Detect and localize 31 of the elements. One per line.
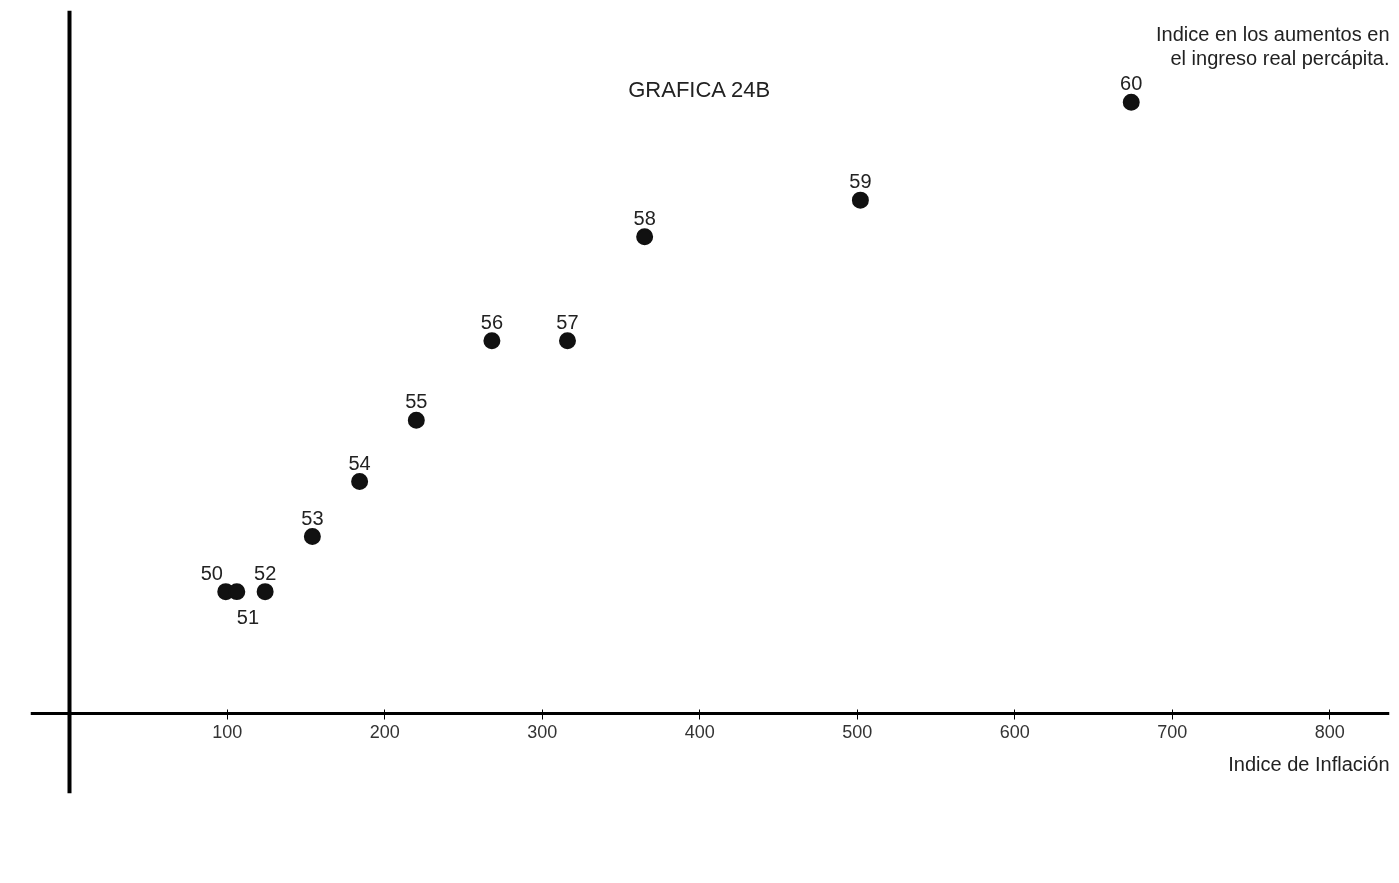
- annotation: 56: [480, 310, 504, 333]
- x-tick-label: 100: [212, 721, 243, 742]
- annotation: 57: [556, 310, 579, 333]
- point: [483, 332, 501, 350]
- x-tick-label: 600: [999, 721, 1030, 742]
- point: [636, 228, 654, 246]
- point: [351, 473, 369, 491]
- annotation: 50: [200, 561, 223, 584]
- annotation: 52: [254, 561, 277, 584]
- point: [256, 583, 274, 601]
- x-axis-title: Indice de Inflación: [1228, 753, 1390, 776]
- annotation: 60: [1120, 72, 1143, 95]
- annotation: 55: [405, 390, 428, 413]
- point: [558, 332, 576, 350]
- point: [303, 528, 321, 546]
- x-tick-label: 800: [1314, 721, 1345, 742]
- annotation: 53: [301, 506, 324, 529]
- annotation: 54: [348, 451, 371, 474]
- point: [851, 191, 869, 209]
- chart-title: GRAFICA 24B: [628, 77, 771, 103]
- annotation: 58: [633, 206, 656, 229]
- annotation: 59: [849, 170, 872, 193]
- point: [1122, 93, 1140, 111]
- x-tick-label: 300: [527, 721, 558, 742]
- y-axis-title: Indice en los aumentos en el ingreso real percápita.: [1156, 22, 1390, 70]
- x-tick-label: 500: [842, 721, 873, 742]
- x-tick-label: 400: [684, 721, 715, 742]
- annotation: 51: [236, 605, 260, 628]
- x-tick-label: 700: [1157, 721, 1188, 742]
- x-tick-label: 200: [369, 721, 400, 742]
- point: [407, 411, 425, 429]
